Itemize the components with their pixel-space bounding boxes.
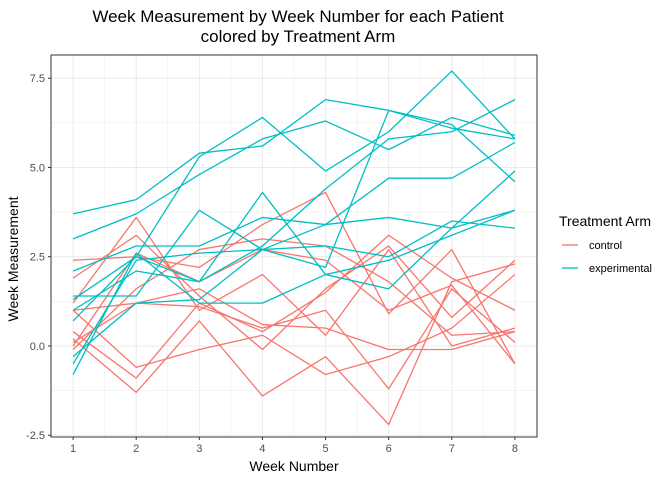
y-tick-label: 2.5 — [30, 252, 45, 264]
chart-title-line2: colored by Treatment Arm — [201, 27, 396, 46]
x-tick-label: 1 — [70, 443, 76, 455]
x-axis-title: Week Number — [249, 458, 339, 474]
series-line-control-4 — [73, 288, 516, 351]
y-tick-label: 0.0 — [30, 341, 45, 353]
x-tick-label: 3 — [196, 443, 202, 455]
legend-entries: control experimental — [562, 240, 652, 275]
series-line-experimental-18 — [72, 209, 516, 375]
legend-title: Treatment Arm — [559, 213, 651, 229]
series-line-control-2 — [72, 216, 516, 347]
series-line-experimental-11 — [72, 98, 516, 215]
y-tick-label: 7.5 — [30, 73, 45, 85]
x-tick-label: 4 — [259, 443, 265, 455]
series-lines — [72, 70, 516, 426]
series-line-control-7 — [72, 234, 516, 379]
x-tick-label: 8 — [512, 443, 518, 455]
chart-title-line1: Week Measurement by Week Number for each… — [92, 7, 504, 26]
plot-area — [50, 54, 538, 438]
legend-label-control: control — [589, 240, 622, 252]
x-tick-label: 7 — [449, 443, 455, 455]
series-line-experimental-20 — [72, 220, 515, 365]
series-line-experimental-13 — [72, 70, 516, 301]
legend-label-experimental: experimental — [589, 263, 652, 275]
series-line-control-10 — [72, 248, 516, 365]
series-line-experimental-16 — [73, 109, 516, 297]
legend: Treatment Arm control experimental — [559, 213, 652, 275]
series-line-experimental-14 — [72, 99, 516, 311]
y-axis-title: Week Measurement — [5, 196, 21, 321]
panel-border — [50, 54, 538, 438]
y-tick-label: -2.5 — [26, 430, 45, 442]
series-line-control-8 — [72, 288, 516, 390]
x-tick-label: 6 — [386, 443, 392, 455]
series-line-control-9 — [72, 274, 516, 376]
y-tick-label: 5.0 — [30, 162, 45, 174]
x-tick-label: 2 — [133, 443, 139, 455]
series-line-experimental-15 — [72, 141, 516, 272]
axes: 1 2 3 4 5 6 7 8 -2.5 0.0 2.5 5.0 7.5 — [26, 73, 518, 455]
x-tick-label: 5 — [322, 443, 328, 455]
